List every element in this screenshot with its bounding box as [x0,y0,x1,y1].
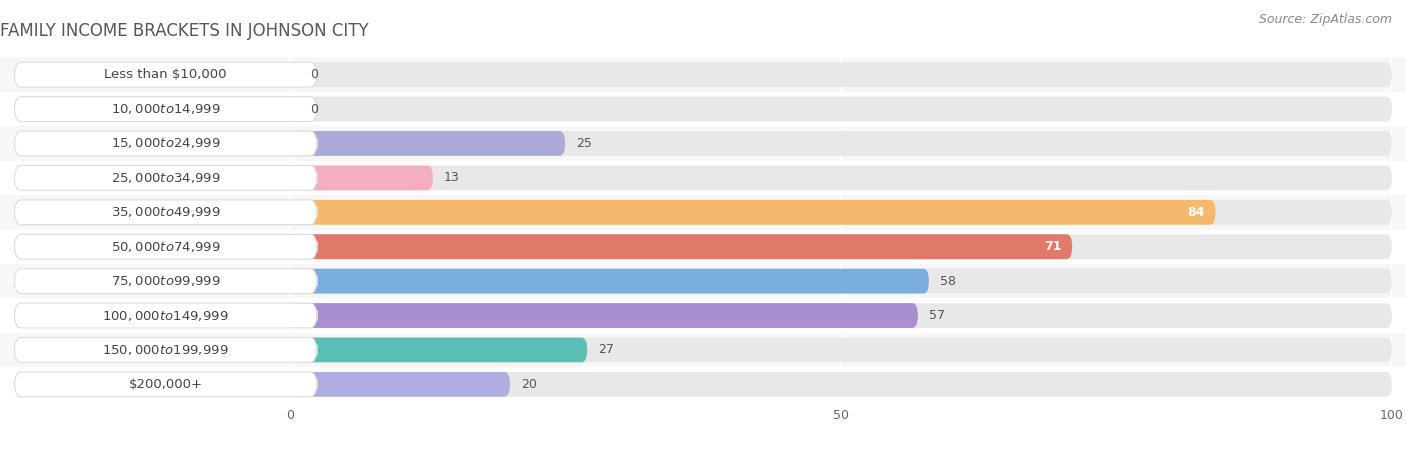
FancyBboxPatch shape [0,333,1406,367]
FancyBboxPatch shape [14,269,318,293]
FancyBboxPatch shape [14,166,318,190]
Text: $25,000 to $34,999: $25,000 to $34,999 [111,171,221,185]
Text: $10,000 to $14,999: $10,000 to $14,999 [111,102,221,116]
Text: 57: 57 [929,309,945,322]
Text: 20: 20 [522,378,537,391]
FancyBboxPatch shape [290,166,433,190]
FancyBboxPatch shape [290,372,510,397]
FancyBboxPatch shape [0,161,1406,195]
FancyBboxPatch shape [290,97,1392,122]
Text: 0: 0 [311,68,318,81]
Text: 58: 58 [941,274,956,288]
FancyBboxPatch shape [0,298,1406,333]
Text: 84: 84 [1187,206,1205,219]
Text: 25: 25 [576,137,592,150]
Text: 0: 0 [311,103,318,116]
FancyBboxPatch shape [14,234,318,259]
FancyBboxPatch shape [0,92,1406,126]
FancyBboxPatch shape [290,234,1392,259]
FancyBboxPatch shape [290,338,1392,362]
Text: $150,000 to $199,999: $150,000 to $199,999 [103,343,229,357]
FancyBboxPatch shape [0,230,1406,264]
Text: $100,000 to $149,999: $100,000 to $149,999 [103,309,229,323]
Text: 71: 71 [1043,240,1062,253]
FancyBboxPatch shape [290,269,1392,293]
Text: FAMILY INCOME BRACKETS IN JOHNSON CITY: FAMILY INCOME BRACKETS IN JOHNSON CITY [0,22,368,40]
Text: $200,000+: $200,000+ [128,378,202,391]
Text: $50,000 to $74,999: $50,000 to $74,999 [111,240,221,254]
FancyBboxPatch shape [0,264,1406,298]
Text: $35,000 to $49,999: $35,000 to $49,999 [111,205,221,219]
Text: 27: 27 [599,343,614,356]
FancyBboxPatch shape [290,200,1216,225]
Text: $15,000 to $24,999: $15,000 to $24,999 [111,136,221,150]
FancyBboxPatch shape [290,303,1392,328]
FancyBboxPatch shape [0,126,1406,161]
FancyBboxPatch shape [290,200,1392,225]
Text: Less than $10,000: Less than $10,000 [104,68,226,81]
FancyBboxPatch shape [14,97,318,122]
FancyBboxPatch shape [290,338,588,362]
Text: 13: 13 [444,171,460,184]
FancyBboxPatch shape [290,269,929,293]
FancyBboxPatch shape [290,234,1073,259]
FancyBboxPatch shape [0,58,1406,92]
FancyBboxPatch shape [290,303,918,328]
FancyBboxPatch shape [14,62,318,87]
Text: Source: ZipAtlas.com: Source: ZipAtlas.com [1258,14,1392,27]
FancyBboxPatch shape [290,372,1392,397]
FancyBboxPatch shape [290,166,1392,190]
FancyBboxPatch shape [14,303,318,328]
FancyBboxPatch shape [0,367,1406,401]
FancyBboxPatch shape [14,338,318,362]
Text: $75,000 to $99,999: $75,000 to $99,999 [111,274,221,288]
FancyBboxPatch shape [290,131,565,156]
FancyBboxPatch shape [14,200,318,225]
FancyBboxPatch shape [0,195,1406,230]
FancyBboxPatch shape [14,131,318,156]
FancyBboxPatch shape [290,131,1392,156]
FancyBboxPatch shape [290,62,1392,87]
FancyBboxPatch shape [14,372,318,397]
